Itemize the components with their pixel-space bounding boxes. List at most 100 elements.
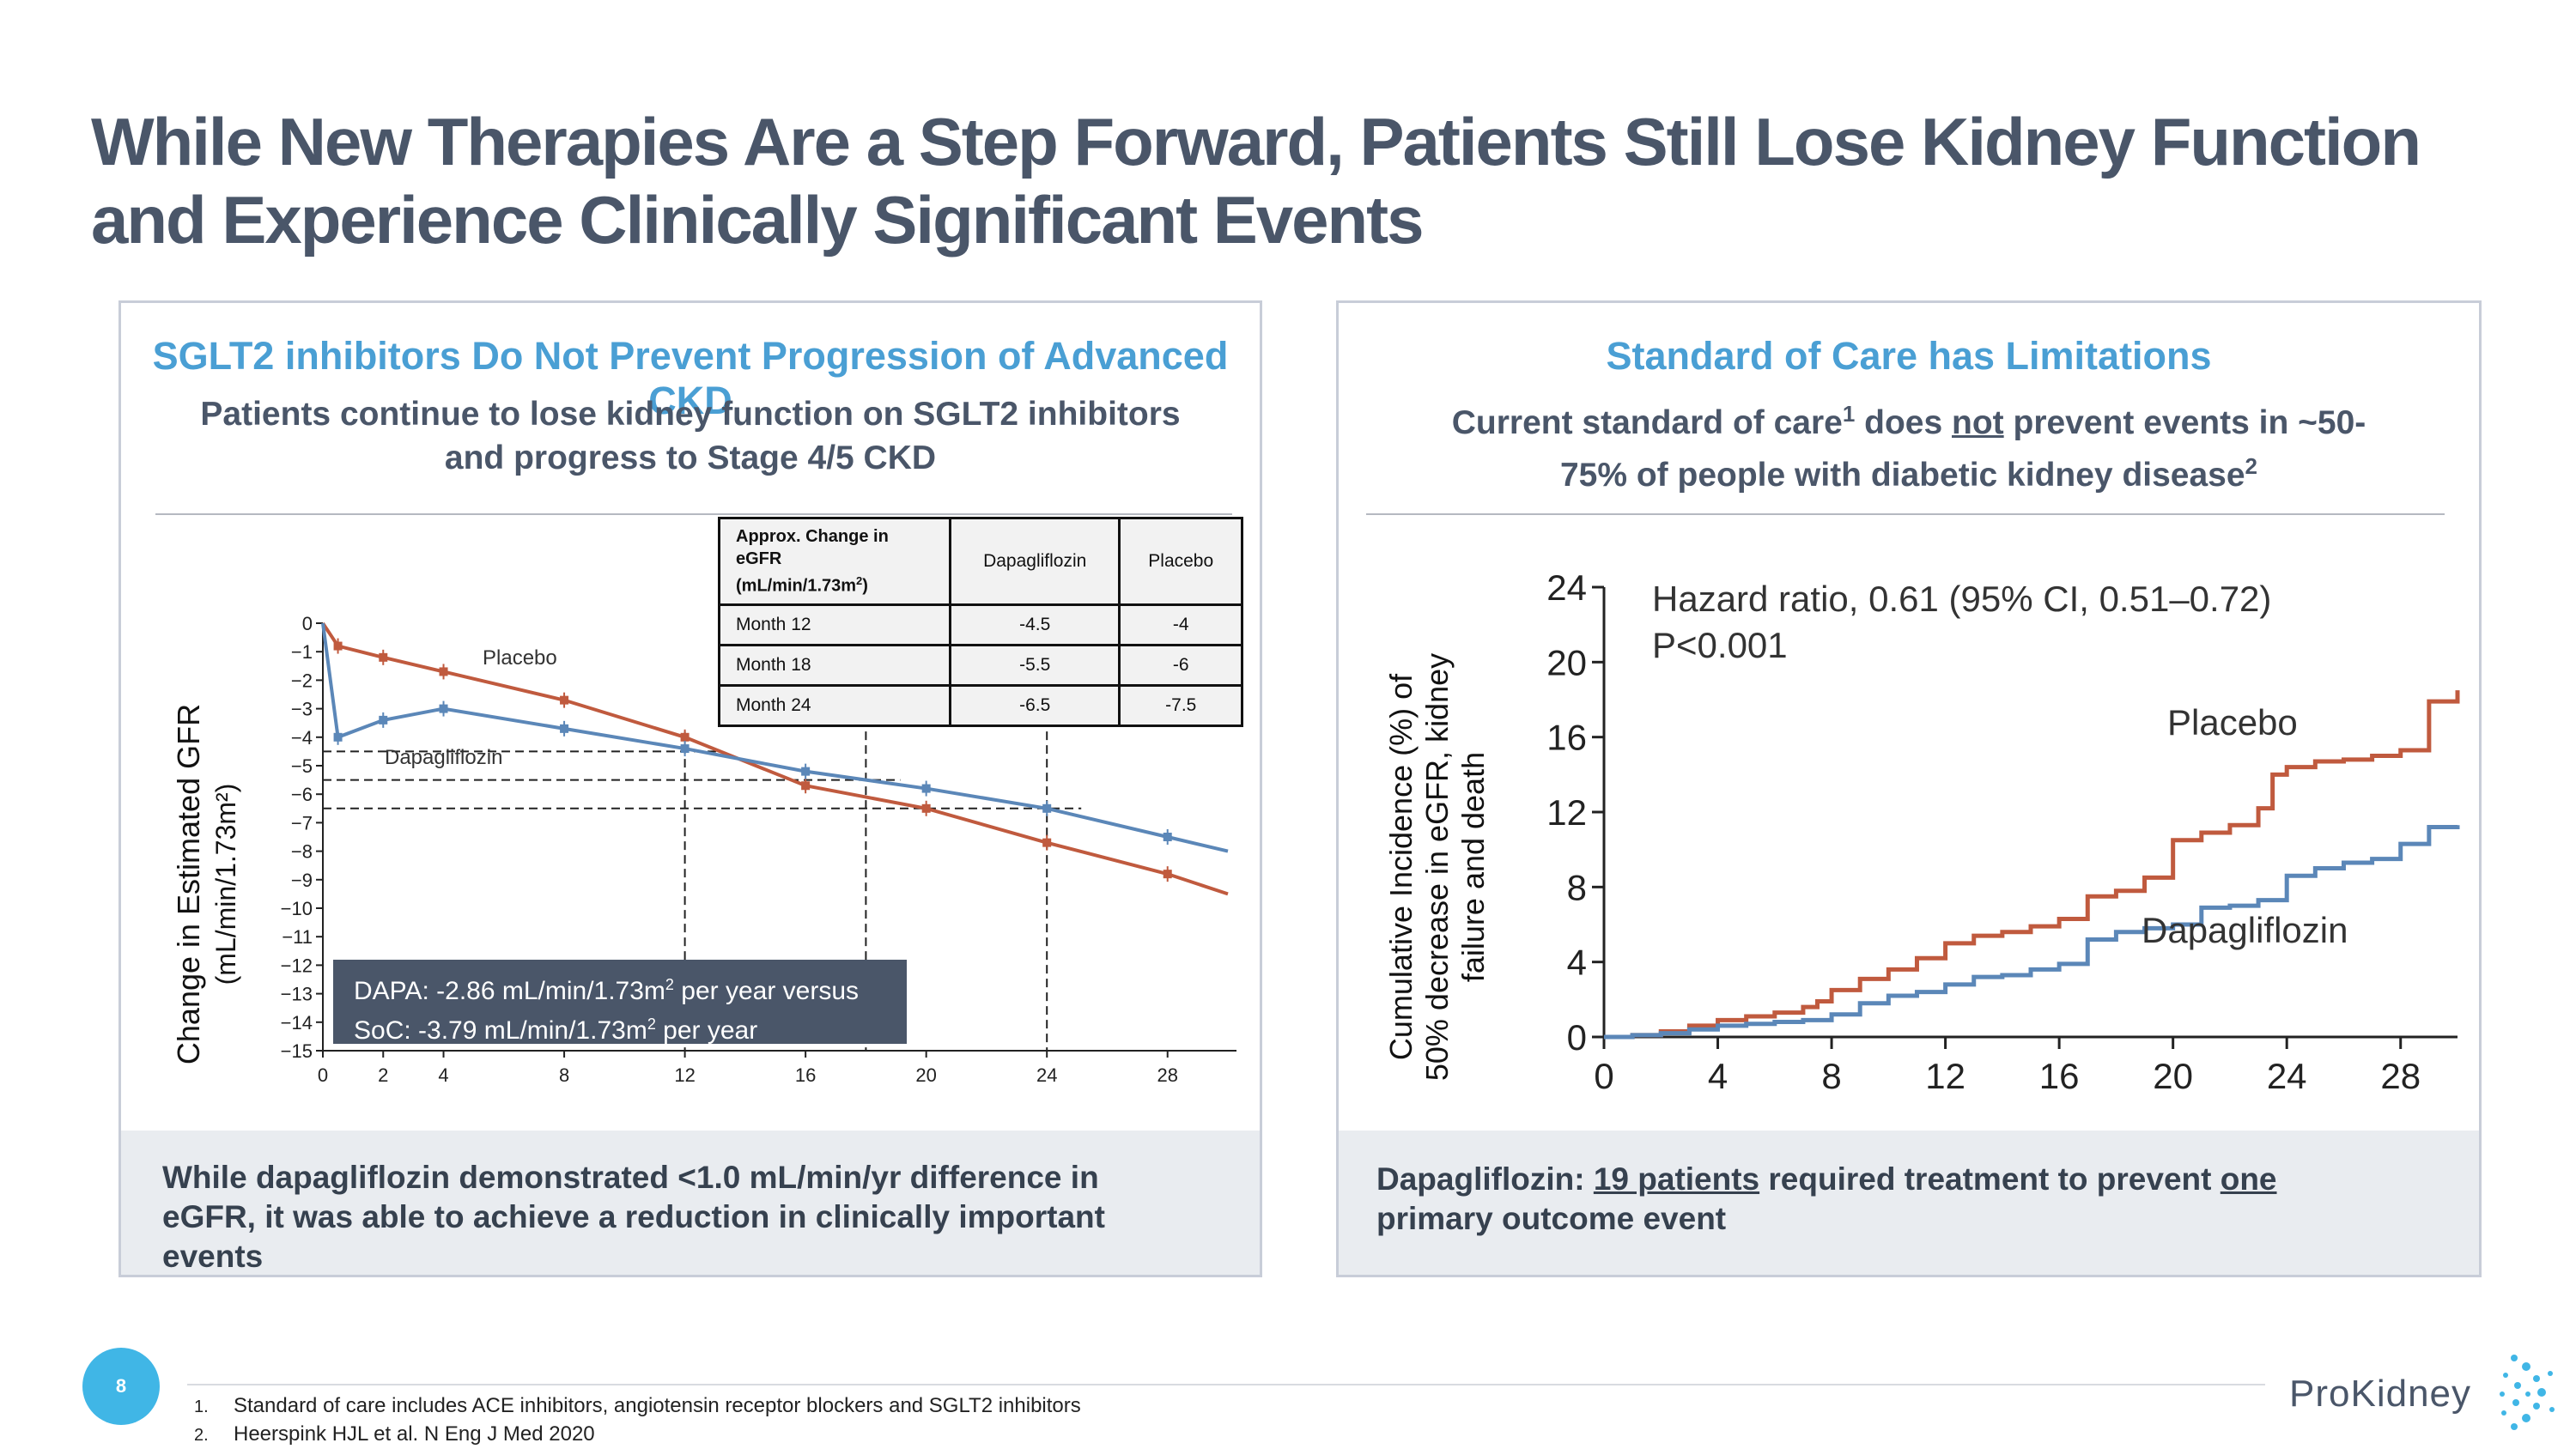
right-divider [1366,513,2445,515]
egfr-change-table: Approx. Change in eGFR (mL/min/1.73m2) D… [718,517,1243,727]
placebo-series-label: Placebo [483,646,557,670]
dapagliflozin-series-label: Dapagliflozin [385,746,502,769]
table-cell-placebo: -4 [1118,603,1243,646]
right-sub-a: Current standard of care [1451,404,1843,441]
left-data-point [680,732,690,742]
footnote-item: 1. Standard of care includes ACE inhibito… [194,1392,1081,1421]
left-data-point [1042,838,1052,847]
right-panel: Standard of Care has Limitations Current… [1336,300,2482,1277]
left-data-point [1042,803,1052,813]
egfr-change-chart: Change in Estimated GFR (mL/min/1.73m²) … [171,613,1236,1086]
hazard-ratio-annotation: Hazard ratio, 0.61 (95% CI, 0.51–0.72) [1652,579,2271,619]
left-y-tick-label: −13 [281,984,313,1005]
right-ylabel-line1: Cumulative Incidence (%) of [1383,673,1419,1060]
right-ylabel-line3: failure and death [1455,752,1491,982]
table-cell-label: Month 24 [718,684,951,727]
right-y-tick-label: 16 [1546,718,1587,758]
right-x-tick-label: 28 [2380,1056,2421,1096]
left-ylabel-line1: Change in Estimated GFR [171,704,206,1064]
right-footer-line2: primary outcome event [1376,1201,1727,1236]
left-footer-line2: eGFR, it was able to achieve a reduction… [162,1199,1105,1234]
table-cell-dapa: -5.5 [948,644,1121,687]
left-panel-subtitle: Patients continue to lose kidney functio… [121,392,1260,480]
right-sub-line2: 75% of people with diabetic kidney disea… [1559,457,2245,494]
logo-wordmark: ProKidney [2289,1373,2471,1415]
left-data-point [921,784,931,793]
table-header-placebo: Placebo [1118,517,1243,606]
right-ylabel-line2: 50% decrease in eGFR, kidney [1419,653,1455,1081]
left-heading-line2: CKD [648,379,732,422]
right-x-tick-label: 24 [2267,1056,2307,1096]
right-x-tick-label: 8 [1821,1056,1841,1096]
left-data-point [560,724,569,733]
right-sub-not: not [1952,404,2004,441]
right-y-tick-label: 12 [1546,792,1587,833]
footnote-number: 2. [194,1426,209,1445]
right-sub-sup2: 2 [2245,453,2258,479]
left-footer-line3: events [162,1239,264,1274]
left-x-tick-label: 8 [559,1064,569,1086]
left-data-point [379,715,388,724]
table-cell-dapa: -4.5 [948,603,1121,646]
left-footer-line1: While dapagliflozin demonstrated <1.0 mL… [162,1160,1099,1195]
table-header-row: Approx. Change in eGFR (mL/min/1.73m2) D… [718,517,1243,606]
callout-line2-sup: 2 [647,1016,656,1033]
table-cell-label: Month 18 [718,644,951,687]
table-header-dapa: Dapagliflozin [948,517,1121,606]
right-sub-sup1: 1 [1842,401,1856,427]
left-y-tick-label: −10 [281,898,313,919]
right-y-tick-label: 4 [1567,943,1587,983]
slide-title-line2: and Experience Clinically Significant Ev… [91,182,1425,258]
left-data-point [379,652,388,662]
left-data-point [439,704,448,713]
left-y-tick-label: −6 [291,784,313,805]
left-x-tick-label: 0 [318,1064,328,1086]
right-x-tick-label: 0 [1594,1056,1613,1096]
right-panel-footer: Dapagliflozin: 19 patients required trea… [1339,1131,2479,1275]
left-x-tick-label: 28 [1157,1064,1177,1086]
left-y-tick-label: −3 [291,699,313,720]
right-footer-b: 19 patients [1593,1161,1760,1197]
left-panel-heading: SGLT2 inhibitors Do Not Prevent Progress… [121,334,1260,423]
table-header-metric-d: ) [862,576,868,596]
table-header-metric: Approx. Change in eGFR (mL/min/1.73m2) [718,517,951,606]
right-x-tick-label: 16 [2039,1056,2080,1096]
left-y-tick-label: −1 [291,641,313,663]
dapagliflozin-curve-label: Dapagliflozin [2142,910,2348,950]
right-chart-series [1604,690,2460,1040]
left-x-tick-label: 24 [1036,1064,1057,1086]
left-y-tick-label: −8 [291,841,313,863]
right-chart-ylabel: Cumulative Incidence (%) of 50% decrease… [1383,653,1491,1081]
table-cell-dapa: -6.5 [948,684,1121,727]
right-footer-text: Dapagliflozin: 19 patients required trea… [1376,1160,2277,1239]
right-x-tick-label: 20 [2153,1056,2193,1096]
left-data-point [1163,870,1172,879]
left-chart-series [321,621,1229,896]
right-footer-a: Dapagliflozin: [1376,1161,1594,1197]
right-footer-d: one [2220,1161,2277,1197]
right-panel-subtitle: Current standard of care1 does not preve… [1339,392,2479,497]
table-row: Month 18 -5.5 -6 [718,644,1243,687]
table-header-metric-c: (mL/min/1.73m [736,576,857,596]
placebo-curve-label: Placebo [2167,702,2298,743]
callout-line1-a: DAPA: -2.86 mL/min/1.73m [354,977,665,1005]
slide-title: While New Therapies Are a Step Forward, … [91,103,2547,259]
left-data-point [439,667,448,676]
left-data-point [801,781,811,791]
table-cell-placebo: -7.5 [1118,684,1243,727]
footnote-number: 1. [194,1397,209,1416]
left-y-tick-label: −9 [291,870,313,891]
left-divider [155,513,1232,515]
right-chart-axes: 0 4 8 12 16 20 24 0 4 8 12 16 20 24 28 [1546,567,2458,1096]
cumulative-incidence-chart: Cumulative Incidence (%) of 50% decrease… [1383,567,2460,1096]
right-series-curve-dapagliflozin [1604,824,2460,1040]
left-chart-axes: 0−1−2−3−4−5−6−7−8−9−10−11−12−13−14−150 2 4… [281,613,1236,1086]
left-x-tick-label: 16 [795,1064,816,1086]
table-header-metric-sup: 2 [856,574,863,588]
annual-decline-callout: DAPA: -2.86 mL/min/1.73m2 per year versu… [333,960,907,1045]
left-y-tick-label: −4 [291,727,313,749]
left-x-tick-label: 20 [915,1064,936,1086]
left-ylabel-line2: (mL/min/1.73m²) [210,784,241,985]
table-header-metric-a: Approx. Change in [736,527,889,547]
right-sub-c: prevent events in ~50- [2003,404,2366,441]
